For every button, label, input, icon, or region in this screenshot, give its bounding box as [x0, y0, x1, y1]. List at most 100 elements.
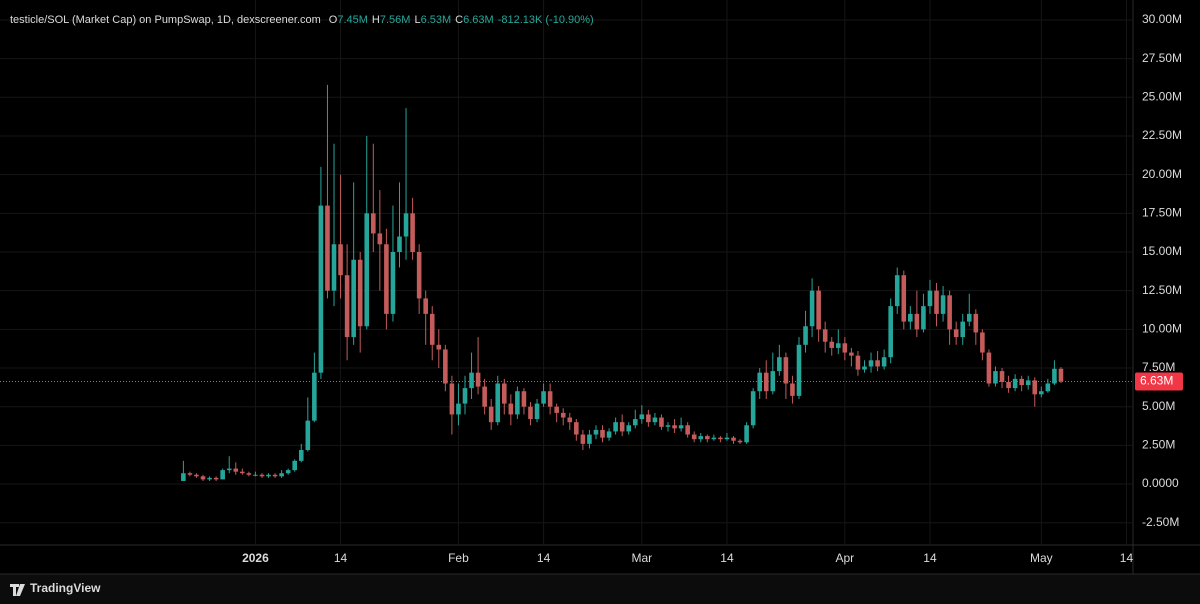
candle-body: [534, 403, 540, 420]
y-tick-label: 2.50M: [1142, 438, 1175, 452]
candle-body: [993, 371, 998, 384]
candle-body: [1058, 368, 1064, 382]
candle-body: [574, 422, 579, 435]
legend-key: C: [455, 14, 463, 26]
candle-body: [233, 468, 239, 472]
candle-body: [777, 357, 782, 372]
candle-body: [325, 205, 330, 291]
footer-bar: [0, 574, 1200, 604]
candle-body: [357, 259, 363, 327]
candle-body: [678, 425, 684, 429]
candle-body: [626, 425, 632, 432]
candle-body: [194, 474, 199, 477]
candle-body: [665, 425, 671, 427]
candle-body: [410, 213, 415, 253]
candle-body: [783, 357, 789, 384]
candle-body: [1006, 381, 1011, 389]
candle-body: [580, 434, 586, 444]
candle-body: [613, 422, 618, 432]
candle-body: [842, 343, 848, 353]
candle-body: [914, 313, 920, 330]
candle-body: [312, 372, 317, 421]
candle-body: [921, 306, 926, 330]
candle-body: [639, 414, 645, 420]
x-tick-label: 14: [537, 551, 551, 565]
x-tick-label: Feb: [448, 551, 469, 565]
chart-title: testicle/SOL (Market Cap) on PumpSwap, 1…: [10, 14, 321, 26]
y-tick-label: 10.00M: [1142, 322, 1182, 336]
last-price-box: [1135, 372, 1183, 391]
candle-body: [384, 244, 389, 314]
candle-body: [305, 420, 311, 451]
candle-body: [560, 412, 566, 418]
legend: testicle/SOL (Market Cap) on PumpSwap, 1…: [10, 14, 594, 26]
candle-body: [253, 474, 258, 476]
candle-body: [1019, 378, 1024, 386]
candle-body: [554, 406, 559, 413]
candle-body: [770, 371, 776, 392]
candle-body: [587, 434, 592, 444]
candle-body: [875, 360, 880, 367]
candle-body: [796, 344, 802, 396]
candle-body: [855, 355, 861, 370]
y-tick-label: 0.0000: [1142, 476, 1179, 490]
candle-body: [272, 474, 278, 477]
candle-body: [200, 476, 206, 480]
candle-body: [632, 419, 638, 426]
candle-body: [901, 275, 907, 322]
y-tick-label: -2.50M: [1142, 515, 1179, 529]
candle-body: [822, 329, 828, 342]
candle-body: [691, 434, 697, 440]
candle-body: [547, 391, 553, 407]
candle-body: [279, 473, 284, 477]
candle-body: [567, 417, 573, 423]
candle-body: [1045, 383, 1051, 392]
candle-body: [750, 391, 756, 426]
candle-body: [495, 383, 501, 423]
y-tick-label: 5.00M: [1142, 399, 1175, 413]
x-tick-label: 14: [334, 551, 348, 565]
candle-body: [881, 357, 887, 367]
y-tick-label: 27.50M: [1142, 51, 1182, 65]
candle-body: [1052, 368, 1057, 384]
x-tick-label: May: [1030, 551, 1053, 565]
candle-body: [731, 437, 736, 441]
candle-body: [927, 290, 933, 307]
candle-body: [737, 440, 743, 443]
candle-body: [541, 391, 546, 404]
candle-body: [829, 341, 835, 348]
x-tick-label: 14: [1120, 551, 1134, 565]
candle-body: [423, 298, 428, 314]
candle-body: [331, 244, 337, 291]
candle-body: [960, 321, 966, 338]
legend-value: 7.45M: [337, 14, 368, 26]
candle-body: [521, 391, 527, 407]
candle-body: [488, 406, 494, 423]
y-tick-label: 25.00M: [1142, 89, 1182, 103]
y-tick-label: 15.00M: [1142, 244, 1182, 258]
candle-body: [986, 352, 992, 384]
candle-body: [416, 252, 422, 299]
candle-body: [619, 422, 625, 432]
candle-body: [980, 332, 985, 353]
candle-body: [652, 417, 658, 423]
candle-body: [285, 470, 291, 474]
candle-body: [724, 437, 730, 440]
candle-body: [659, 417, 664, 427]
x-tick-label: 14: [720, 551, 734, 565]
candle-body: [940, 295, 946, 314]
candle-body: [1039, 391, 1044, 395]
candle-body: [763, 372, 769, 392]
candle-body: [266, 474, 271, 477]
candle-body: [298, 450, 304, 461]
candle-body: [351, 259, 356, 338]
candle-body: [292, 460, 298, 471]
candle-body: [718, 437, 723, 440]
x-tick-label: Mar: [631, 551, 652, 565]
candle-body: [181, 473, 186, 481]
candle-body: [187, 473, 193, 475]
candle-body: [449, 383, 455, 415]
candle-body: [469, 372, 474, 389]
